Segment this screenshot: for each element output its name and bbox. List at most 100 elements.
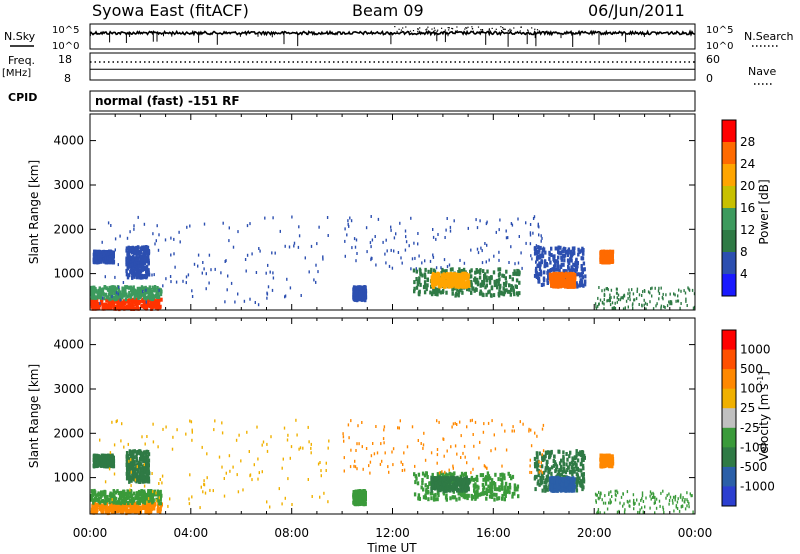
echo-cell [132,247,135,252]
nsearch-point [436,30,438,32]
echo-cell [104,491,107,496]
echo-cell [436,281,439,286]
echo-cell [137,257,140,262]
echo-cell [598,302,600,306]
echo-cell [476,282,480,287]
echo-cell [143,287,146,292]
echo-cell [470,477,473,482]
echo-cell [636,290,638,293]
echo-cell [139,269,143,274]
echo-cell [117,500,120,505]
echo-cell [142,292,145,296]
echo-cell [451,495,454,500]
echo-cell [443,488,447,493]
echo-cell [607,288,609,292]
echo-cell [92,291,96,296]
echo-cell [480,291,483,295]
echo-cell [691,288,694,292]
echo-cell [486,243,488,247]
echo-cell [99,291,102,296]
echo-cell [647,290,650,294]
echo-cell [437,233,439,236]
echo-cell [568,278,571,283]
echo-cell [529,231,532,235]
echo-cell [683,289,685,293]
echo-cell [128,498,132,503]
echo-cell [512,271,515,276]
echo-cell [146,479,149,484]
echo-cell [424,493,427,498]
echo-cell [344,239,346,243]
echo-cell [638,303,640,306]
nsearch-point [481,30,483,32]
echo-cell [93,301,96,306]
echo-cell [137,261,140,266]
echo-cell [511,474,515,479]
echo-cell [93,285,96,290]
echo-cell [583,282,587,287]
echo-cell [673,292,675,296]
echo-cell [92,299,95,304]
echo-cell [138,254,141,259]
echo-cell [485,475,488,480]
echo-cell [135,293,138,298]
echo-cell [145,288,147,292]
echo-cell [272,276,275,280]
echo-cell [466,278,470,283]
nsearch-point [427,26,429,28]
echo-cell [542,278,546,282]
echo-cell [604,252,607,257]
echo-cell [443,258,446,262]
echo-cell [149,295,152,299]
echo-cell [110,508,113,513]
echo-cell [508,289,512,294]
echo-cell [139,250,143,255]
echo-cell [148,501,151,506]
echo-cell [128,249,132,254]
echo-cell [92,259,96,264]
echo-cell [310,244,313,248]
power-panel-frame [89,113,696,311]
echo-cell [658,297,660,301]
echo-cell [454,284,457,289]
echo-cell [601,289,603,293]
echo-cell [153,506,156,511]
echo-cell [606,259,610,264]
echo-cell [132,508,135,513]
echo-cell [499,291,502,296]
echo-cell [119,298,121,302]
echo-cell [288,245,291,249]
echo-cell [147,292,151,296]
echo-cell [475,218,477,222]
echo-cell [501,481,504,486]
echo-cell [447,476,450,480]
echo-cell [145,493,148,498]
echo-cell [493,279,496,284]
echo-cell [420,485,423,490]
echo-cell [148,285,151,290]
echo-cell [446,273,449,278]
echo-cell [149,501,152,506]
echo-cell [461,481,464,486]
echo-cell [538,233,540,237]
echo-cell [427,489,430,494]
echo-cell [115,295,119,300]
echo-cell [539,262,541,266]
echo-cell [449,229,452,233]
echo-cell [476,277,479,282]
echo-cell [97,251,100,255]
echo-cell [457,293,460,298]
echo-cell [102,302,105,307]
echo-cell [154,502,157,507]
echo-cell [464,272,468,277]
echo-cell [382,240,384,244]
echo-cell [533,273,537,278]
echo-cell [657,289,660,293]
echo-cell [125,260,128,265]
echo-cell [142,479,145,484]
echo-cell [565,273,568,278]
echo-cell [104,254,107,259]
echo-cell [495,230,497,234]
echo-cell [156,294,160,299]
echo-cell [459,481,462,486]
